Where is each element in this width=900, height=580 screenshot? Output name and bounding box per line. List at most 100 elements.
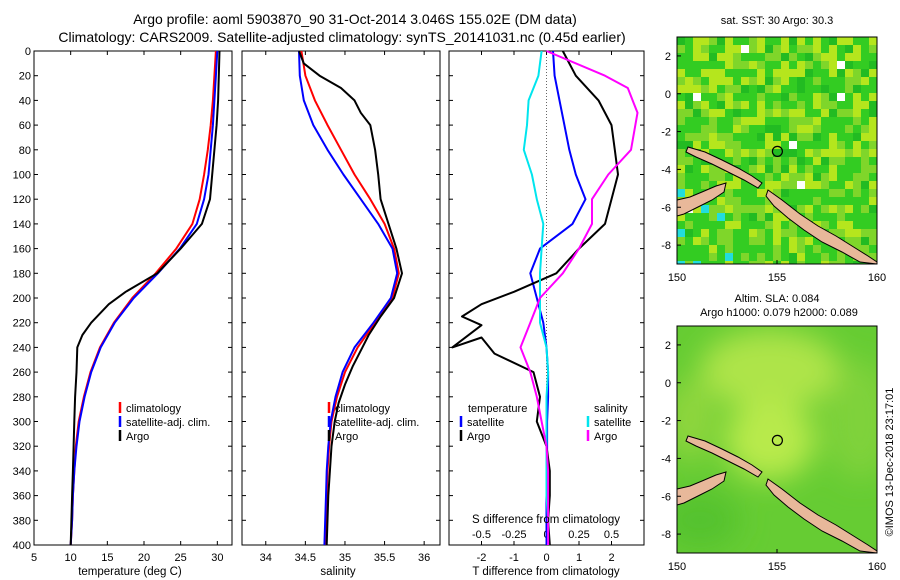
sst-cell: [685, 77, 693, 85]
sst-cell: [757, 37, 765, 45]
legend-label-t-satellite: satellite: [467, 417, 504, 429]
sst-cell: [789, 149, 797, 157]
sst-cell: [821, 61, 829, 69]
sst-cell: [709, 173, 717, 181]
sst-cell: [853, 149, 861, 157]
legend-label-climatology: climatology: [335, 403, 391, 415]
y-tick-label: 220: [13, 318, 31, 330]
sst-cell: [693, 93, 701, 101]
sst-cell: [837, 61, 845, 69]
sla-land-new-ireland: [685, 435, 763, 478]
series-line-satellite-adj-clim-: [69, 50, 219, 546]
sst-cell: [861, 101, 869, 109]
sst-cell: [717, 37, 725, 45]
sst-cell: [829, 109, 837, 117]
sst-cell: [757, 77, 765, 85]
sst-cell: [861, 237, 869, 245]
sst-cell: [709, 213, 717, 221]
sst-cell: [813, 45, 821, 53]
sst-cell: [773, 85, 781, 93]
y-tick-label: 140: [13, 219, 31, 231]
sst-cell: [733, 117, 741, 125]
sst-cell: [797, 261, 805, 264]
sst-cell: [757, 109, 765, 117]
sst-cell: [805, 69, 813, 77]
y-tick-label: 180: [13, 268, 31, 280]
sst-cell: [861, 205, 869, 213]
sst-cell: [837, 157, 845, 165]
sst-cell: [837, 69, 845, 77]
sst-cell: [677, 45, 685, 53]
sst-cell: [773, 77, 781, 85]
sst-cell: [853, 69, 861, 77]
sst-cell: [789, 261, 797, 264]
x-tick-label: 15: [101, 552, 113, 564]
sst-cell: [733, 213, 741, 221]
sst-cell: [717, 101, 725, 109]
sst-cell: [773, 101, 781, 109]
sst-cell: [821, 93, 829, 101]
sst-cell: [749, 205, 757, 213]
series-line-argo: [69, 50, 221, 546]
y-tick-label: 0: [25, 46, 31, 58]
sst-cell: [725, 93, 733, 101]
sst-cell: [861, 133, 869, 141]
sst-cell: [781, 261, 789, 264]
sst-cell: [773, 237, 781, 245]
temperature-series: [69, 50, 221, 546]
sst-cell: [813, 53, 821, 61]
sst-cell: [797, 237, 805, 245]
sst-cell: [781, 165, 789, 173]
y-tick-label: 340: [13, 466, 31, 478]
sst-cell: [765, 133, 773, 141]
sst-cell: [725, 149, 733, 157]
sst-cell: [861, 125, 869, 133]
series-line-t-argo: [451, 50, 619, 546]
sst-cell: [725, 37, 733, 45]
sst-cell: [765, 197, 773, 205]
sst-cell: [773, 157, 781, 165]
sst-cell: [701, 165, 709, 173]
sst-cell: [829, 45, 837, 53]
x-tick-label: 5: [31, 552, 37, 564]
sst-cell: [725, 261, 733, 264]
sst-cell: [773, 53, 781, 61]
sst-cell: [805, 173, 813, 181]
sst-cell: [781, 45, 789, 53]
sst-cell: [781, 69, 789, 77]
sst-cell: [741, 117, 749, 125]
sst-cell: [861, 165, 869, 173]
sst-cell: [749, 61, 757, 69]
sst-cell: [757, 205, 765, 213]
sst-cell: [853, 229, 861, 237]
series-line-s-argo: [519, 50, 639, 545]
sst-cell: [797, 101, 805, 109]
sst-cell: [693, 237, 701, 245]
x-tick-label: 36: [418, 552, 430, 564]
sst-cell: [773, 45, 781, 53]
sst-cell: [765, 165, 773, 173]
sst-cell: [837, 93, 845, 101]
sst-cell: [781, 53, 789, 61]
sst-cell: [685, 109, 693, 117]
legend-label-climatology: climatology: [126, 403, 182, 415]
sst-cell: [789, 69, 797, 77]
sst-cell: [693, 37, 701, 45]
y-tick-label: 380: [13, 515, 31, 527]
sst-cell: [869, 165, 877, 173]
sst-cell: [765, 125, 773, 133]
sst-cell: [829, 141, 837, 149]
sst-cell: [717, 205, 725, 213]
sst-cell: [709, 125, 717, 133]
sst-cell: [733, 141, 741, 149]
difference-xlabel-s: S difference from climatology: [472, 514, 620, 526]
sst-cell: [749, 77, 757, 85]
sst-cell: [805, 117, 813, 125]
sla-map-ticks: 150 155 160 2 0 -2 -4 -6 -8: [661, 340, 886, 573]
sst-cell: [845, 237, 853, 245]
sst-cell: [685, 157, 693, 165]
sst-cell: [701, 133, 709, 141]
sst-cell: [821, 53, 829, 61]
x2-tick-label: 0.25: [568, 529, 589, 541]
sst-cell: [837, 149, 845, 157]
